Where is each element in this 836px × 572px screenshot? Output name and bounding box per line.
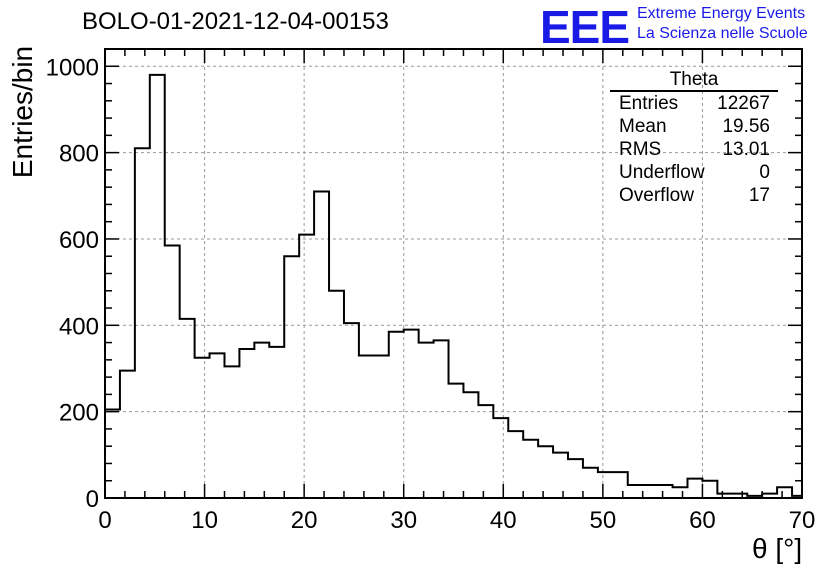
stats-row: Mean 19.56 <box>610 115 778 138</box>
x-tick-label: 0 <box>98 507 111 534</box>
stats-value: 0 <box>759 162 770 183</box>
stats-row: Overflow 17 <box>610 184 778 207</box>
histogram-bin <box>553 453 568 498</box>
histogram-bin <box>180 319 195 498</box>
x-tick-label: 70 <box>789 507 816 534</box>
x-tick-label: 30 <box>390 507 417 534</box>
histogram-bin <box>658 485 673 498</box>
histogram-bin <box>643 485 658 498</box>
stats-label: Overflow <box>619 185 694 206</box>
plot-title: BOLO-01-2021-12-04-00153 <box>82 8 389 35</box>
histogram-bin <box>463 392 478 498</box>
histogram-bin <box>374 356 389 498</box>
histogram-bin <box>419 343 434 498</box>
histogram-bin <box>389 332 404 498</box>
histogram-bin <box>628 485 643 498</box>
stats-value: 19.56 <box>722 116 770 137</box>
stats-row: Underflow 0 <box>610 161 778 184</box>
y-tick-label: 400 <box>59 313 99 340</box>
histogram-bin <box>269 347 284 498</box>
y-tick-label: 800 <box>59 141 99 168</box>
x-tick-label: 40 <box>490 507 517 534</box>
histogram-bin <box>135 148 150 498</box>
y-tick-label: 200 <box>59 400 99 427</box>
stats-label: Entries <box>619 93 679 114</box>
stats-value: 13.01 <box>722 139 770 160</box>
y-tick-label: 600 <box>59 227 99 254</box>
x-tick-label: 20 <box>291 507 318 534</box>
histogram-bin <box>598 472 613 498</box>
eee-logo-mark: EEE <box>540 1 630 53</box>
histogram-bin <box>314 191 329 498</box>
histogram-bin <box>105 409 120 498</box>
histogram-bin <box>329 291 344 498</box>
histogram-bin <box>523 440 538 498</box>
histogram-bin <box>224 366 239 498</box>
x-tick-label: 60 <box>689 507 716 534</box>
x-tick-label: 50 <box>590 507 617 534</box>
stats-label: Mean <box>619 116 667 137</box>
grid-lines <box>105 49 802 498</box>
stats-label: Underflow <box>619 162 705 183</box>
histogram-bin <box>120 371 135 498</box>
x-tick-label: 10 <box>191 507 218 534</box>
histogram-bin <box>299 235 314 498</box>
histogram-bin <box>254 343 269 498</box>
logo-line-1: Extreme Energy Events <box>637 5 806 22</box>
histogram-bin <box>239 349 254 498</box>
stats-box: Theta Entries 12267 Mean 19.56 RMS 13.01 Un… <box>610 70 778 207</box>
histogram-bin <box>210 353 225 498</box>
histogram-bin <box>687 479 702 498</box>
histogram-bin <box>673 487 688 498</box>
x-axis-label: θ [°] <box>752 533 803 564</box>
histogram-bin <box>777 487 792 498</box>
histogram-bin <box>613 472 628 498</box>
histogram-bin <box>404 330 419 498</box>
histogram-bin <box>538 446 553 498</box>
stats-label: RMS <box>619 139 662 160</box>
histogram-bin <box>195 358 210 498</box>
histogram-bin <box>284 256 299 498</box>
y-tick-label: 0 <box>86 486 99 513</box>
histogram-bin <box>583 468 598 498</box>
histogram-bin <box>478 405 493 498</box>
logo-line-2: La Scienza nelle Scuole <box>637 25 808 42</box>
axis-ticks <box>104 49 803 499</box>
eee-logo-text: Extreme Energy Events La Scienza nelle S… <box>637 4 808 44</box>
histogram-bin <box>493 418 508 498</box>
histogram-bin <box>568 459 583 498</box>
histogram-bin <box>150 75 165 498</box>
histogram-bin <box>359 356 374 498</box>
histogram-bin <box>702 481 717 498</box>
histogram-bin <box>434 340 449 498</box>
y-axis-label: Entries/bin <box>7 45 38 179</box>
stats-value: 17 <box>748 185 770 206</box>
y-tick-label: 1000 <box>46 54 99 81</box>
stats-value: 12267 <box>717 93 770 114</box>
stats-row: Entries 12267 <box>610 92 778 115</box>
histogram-bin <box>449 384 464 498</box>
histogram-bin <box>344 323 359 498</box>
histogram-bin <box>165 245 180 498</box>
stats-title: Theta <box>610 70 778 92</box>
stats-row: RMS 13.01 <box>610 138 778 161</box>
histogram-bin <box>508 431 523 498</box>
histogram-series <box>104 73 803 498</box>
